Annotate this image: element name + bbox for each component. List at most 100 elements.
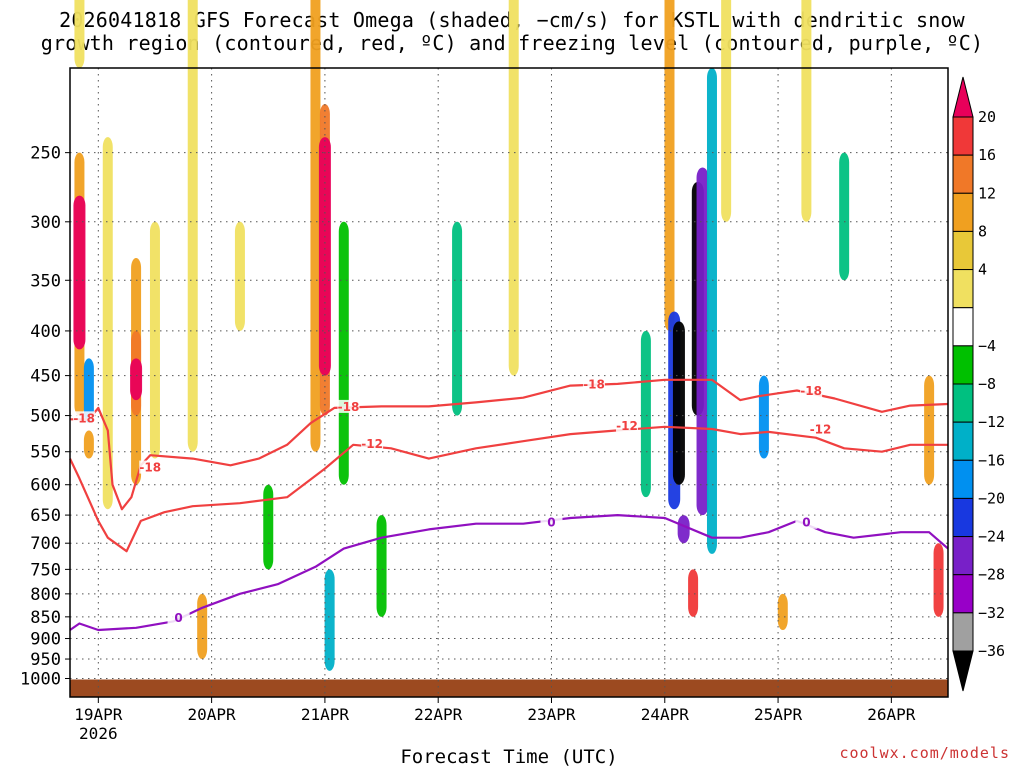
pressure-label-300: 300 — [30, 213, 61, 233]
time-label-25APR: 25APR — [754, 705, 803, 724]
colorbar-swatch-1 — [952, 116, 974, 156]
omega-cell-4 — [83, 430, 94, 459]
colorbar-swatch-3 — [952, 192, 974, 232]
time-label-23APR: 23APR — [527, 705, 576, 724]
omega-cell-35 — [839, 152, 850, 281]
colorbar-swatch-8 — [952, 383, 974, 423]
contour-label-bg — [795, 515, 818, 529]
time-label-21APR: 21APR — [301, 705, 350, 724]
colorbar-label-6: −8 — [978, 375, 996, 393]
pressure-axis: 2503003504004505005506006507007508008509… — [20, 144, 70, 689]
contour-label--12-1: -12 — [616, 419, 638, 433]
site-credit: coolwx.com/models — [839, 744, 1010, 762]
omega-cell-33 — [777, 593, 788, 631]
omega-cell-9 — [149, 221, 160, 459]
time-axis: 19APR 20APR 21APR 22APR 23APR 24APR 25APR 26APR… — [74, 697, 916, 743]
contour-label--12-2: -12 — [810, 422, 832, 436]
colorbar-swatch-4 — [952, 230, 974, 271]
omega-cell-13 — [263, 484, 274, 570]
omega-cell-12 — [234, 221, 245, 331]
contour-label-bg — [540, 515, 563, 529]
contour-label--18-2: -18 — [338, 400, 360, 414]
year-label: 2026 — [79, 724, 118, 743]
contour-label-bg — [337, 399, 360, 413]
omega-cell-25 — [672, 321, 685, 485]
omega-cell-0 — [74, 0, 85, 68]
pressure-label-750: 750 — [30, 560, 61, 580]
colorbar-label-7: −12 — [978, 413, 1005, 431]
pressure-label-500: 500 — [30, 407, 61, 427]
pressure-label-600: 600 — [30, 476, 61, 496]
omega-cell-18 — [338, 221, 349, 485]
colorbar-swatch-11 — [952, 497, 974, 538]
contour-label-bg — [582, 377, 605, 391]
omega-cell-23 — [664, 0, 675, 331]
colorbar-swatch-7 — [952, 345, 974, 385]
omega-cell-19 — [376, 515, 387, 617]
pressure-label-250: 250 — [30, 144, 61, 164]
time-label-19APR: 19APR — [74, 705, 123, 724]
omega-cell-34 — [801, 0, 812, 222]
omega-cell-29 — [688, 569, 699, 617]
colorbar-swatch-9 — [952, 421, 974, 461]
contour-label--18-0: -18 — [73, 411, 95, 425]
contour-label--18-4: -18 — [800, 384, 822, 398]
omega-cell-32 — [758, 375, 769, 459]
contour-label-bg — [139, 460, 162, 474]
omega-cell-22 — [640, 330, 651, 498]
contour-label-bg — [616, 418, 639, 432]
omega-cell-26 — [677, 515, 690, 544]
omega-cell-10 — [187, 0, 198, 452]
omega-cell-36 — [924, 375, 935, 485]
contour--12 — [69, 425, 948, 553]
omega-shading-layer — [73, 0, 944, 671]
contour-label-bg — [809, 422, 832, 436]
colorbar-label-5: −4 — [978, 337, 996, 355]
colorbar-swatch-2 — [952, 154, 974, 194]
colorbar-label-11: −28 — [978, 566, 1005, 584]
colorbar-bottom-arrow — [952, 650, 974, 692]
omega-cell-30 — [706, 68, 717, 554]
colorbar-swatch-10 — [952, 459, 974, 499]
colorbar-label-8: −16 — [978, 451, 1005, 469]
colorbar-label-1: 16 — [978, 146, 996, 164]
pressure-label-950: 950 — [30, 650, 61, 670]
colorbar-swatch-14 — [952, 612, 974, 652]
pressure-label-1000: 1000 — [20, 669, 61, 689]
pressure-label-350: 350 — [30, 271, 61, 291]
contour-label-bg — [73, 411, 96, 425]
contour-label-0-1: 0 — [547, 516, 555, 530]
colorbar-swatch-6 — [952, 307, 974, 347]
pressure-label-700: 700 — [30, 534, 61, 554]
contour-label-0-0: 0 — [174, 611, 182, 625]
time-label-24APR: 24APR — [641, 705, 690, 724]
contour--18 — [70, 378, 949, 511]
pressure-label-650: 650 — [30, 506, 61, 526]
omega-cell-5 — [102, 137, 113, 510]
omega-cell-37 — [933, 543, 944, 617]
grid-layer — [70, 68, 948, 697]
omega-cell-2 — [73, 195, 86, 350]
time-label-20APR: 20APR — [188, 705, 237, 724]
omega-cell-31 — [721, 0, 732, 222]
colorbar-legend: 20 16 12 8 4 −4 −8 −12 −16 −20 −24 −28 −32 −36 — [952, 76, 1005, 692]
colorbar-label-9: −20 — [978, 489, 1005, 507]
colorbar-swatch-12 — [952, 536, 974, 576]
x-axis-label: Forecast Time (UTC) — [400, 746, 617, 768]
plot-frame — [69, 67, 949, 698]
contour-layer: -18 -18 -18 -18 -18 -12 -12 -12 0 0 0 — [69, 377, 949, 632]
pressure-label-450: 450 — [30, 367, 61, 387]
omega-cell-17 — [324, 569, 335, 671]
time-label-22APR: 22APR — [414, 705, 463, 724]
colorbar-label-0: 20 — [978, 108, 996, 126]
contour-label--18-3: -18 — [583, 378, 605, 392]
contour-label-bg — [800, 384, 823, 398]
omega-cell-14 — [310, 0, 321, 452]
pressure-label-550: 550 — [30, 443, 61, 463]
pressure-label-400: 400 — [30, 322, 61, 342]
colorbar-top-arrow — [952, 76, 974, 118]
pressure-label-800: 800 — [30, 585, 61, 605]
colorbar-label-3: 8 — [978, 222, 987, 240]
colorbar-swatch-5 — [952, 269, 974, 309]
